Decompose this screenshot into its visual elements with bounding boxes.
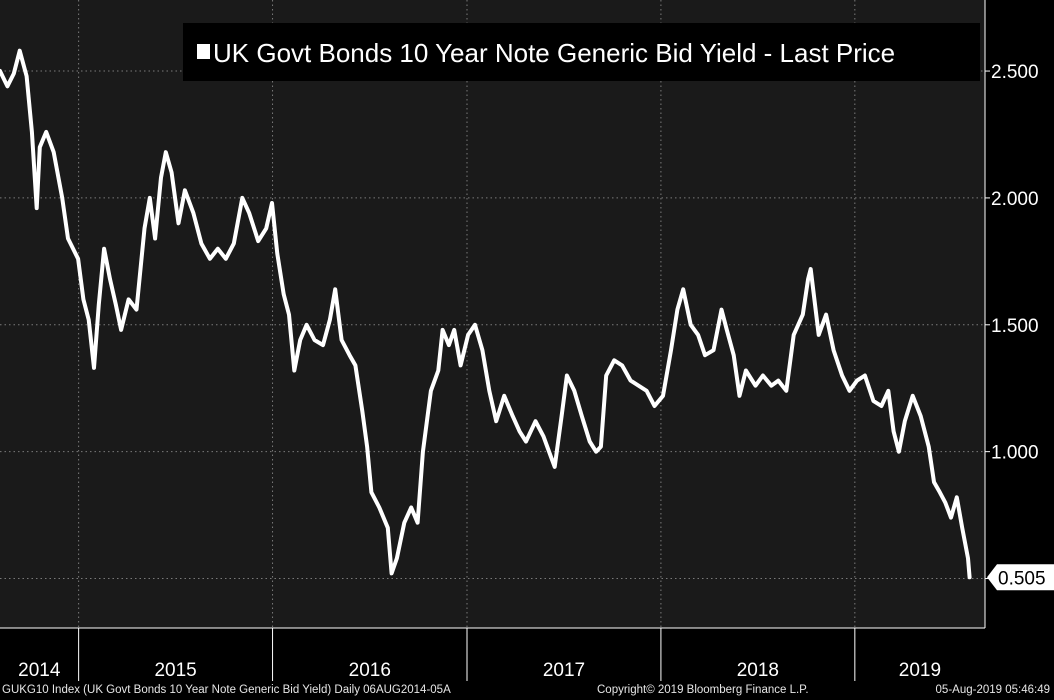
y-tick-label: 1.000: [991, 443, 1039, 464]
x-tick-label: 2018: [737, 660, 779, 681]
series-line: [0, 48, 972, 580]
legend: UK Govt Bonds 10 Year Note Generic Bid Y…: [183, 23, 980, 81]
x-tick-label: 2015: [154, 660, 196, 681]
y-tick-label: 2.500: [991, 62, 1039, 83]
legend-swatch: [197, 44, 210, 59]
footer-index-description: GUKG10 Index (UK Govt Bonds 10 Year Note…: [2, 684, 451, 696]
y-tick-label: 1.500: [991, 316, 1039, 337]
plot-area: [0, 0, 985, 628]
chart-footer: GUKG10 Index (UK Govt Bonds 10 Year Note…: [0, 681, 1054, 700]
legend-box: [183, 23, 980, 81]
footer-copyright: Copyright© 2019 Bloomberg Finance L.P.: [597, 684, 809, 696]
x-tick-label: 2017: [543, 660, 585, 681]
y-tick-label: 2.000: [991, 189, 1039, 210]
legend-label: UK Govt Bonds 10 Year Note Generic Bid Y…: [213, 38, 895, 68]
last-value-label: 0.505: [998, 568, 1046, 589]
footer-timestamp: 05-Aug-2019 05:46:49: [935, 684, 1050, 696]
x-tick-label: 2014: [18, 660, 61, 681]
x-tick-label: 2019: [899, 660, 941, 681]
last-value-tag: [987, 564, 1054, 591]
yield-line-chart: 0.5001.0001.5002.0002.500201420152016201…: [0, 0, 1054, 681]
x-tick-label: 2016: [349, 660, 391, 681]
last-value-marker: 0.505: [987, 564, 1054, 591]
